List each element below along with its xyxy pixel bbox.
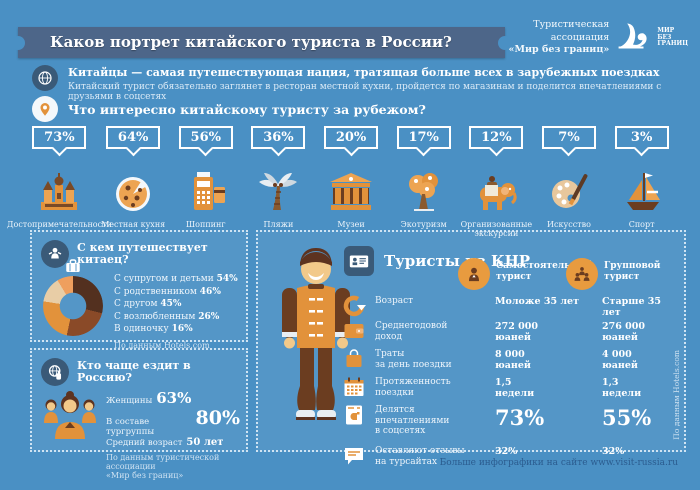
interest-label: Искусство bbox=[547, 220, 591, 229]
row-value-independent: 73% bbox=[495, 405, 545, 430]
row-label: Возраст bbox=[375, 296, 414, 306]
interest-item-beaches: 36% Пляжи bbox=[242, 126, 315, 238]
tourists-panel: Туристы из КНР Самостоятельный турист bbox=[256, 230, 686, 467]
palette-icon bbox=[533, 160, 606, 216]
row-value-independent: 1,5 недели bbox=[495, 377, 535, 399]
row-value-group: Старше 35 лет bbox=[602, 296, 662, 318]
stat-women: Женщины 63% bbox=[106, 389, 192, 407]
stat-age: Средний возраст 50 лет bbox=[106, 437, 224, 448]
row-value-independent: 272 000 юаней bbox=[495, 321, 538, 343]
spending-bag-icon bbox=[342, 347, 375, 375]
intro-subtitle: Китайский турист обязательно заглянет в … bbox=[68, 82, 662, 102]
sailboat-icon bbox=[605, 160, 678, 216]
interest-label: Организованные экскурсии bbox=[460, 220, 533, 239]
row-value-group: 55% bbox=[602, 405, 652, 430]
independent-tourist-header: Самостоятельный турист bbox=[458, 258, 593, 290]
id-card-icon bbox=[344, 246, 374, 276]
group-tourist-header: Групповой турист bbox=[566, 258, 690, 290]
row-value-independent: Моложе 35 лет bbox=[495, 296, 579, 307]
list-item: С другом 45% bbox=[114, 299, 182, 309]
interest-item-shopping: 56% Шоппинг bbox=[169, 126, 242, 238]
logo-badge-text: МИР БЕЗ ГРАНИЦ bbox=[657, 27, 688, 48]
calendar-icon bbox=[342, 375, 375, 403]
association-logo: Туристическая ассоциация «Мир без границ… bbox=[509, 13, 688, 63]
companions-heading: С кем путешествует китаец? bbox=[77, 240, 208, 266]
single-tourist-icon bbox=[458, 258, 490, 290]
interest-label: Экотуризм bbox=[400, 220, 447, 229]
chinese-tourist-figure bbox=[270, 246, 362, 442]
map-pin-icon bbox=[32, 96, 58, 122]
interests-heading-row: Что интересно китайскому туристу за рубе… bbox=[32, 96, 426, 122]
interest-item-excursions: 12% Организованные экскурсии bbox=[460, 126, 533, 238]
intro-title: Китайцы — самая путешествующая нация, тр… bbox=[68, 66, 660, 79]
row-value-group: 276 000 юаней bbox=[602, 321, 645, 343]
review-bubble-icon bbox=[342, 444, 375, 472]
page-title: Каков портрет китайского туриста в Росси… bbox=[50, 33, 452, 51]
visitors-panel: Кто чаще ездит в Россию? bbox=[30, 348, 248, 480]
stat-group: В составе тургруппы 80% bbox=[106, 407, 240, 437]
museum-icon bbox=[315, 160, 388, 216]
visitors-heading: Кто чаще ездит в Россию? bbox=[77, 358, 191, 384]
interests-heading: Что интересно китайскому туристу за рубе… bbox=[68, 101, 426, 117]
social-share-icon bbox=[342, 403, 375, 431]
interest-label: Местная кухня bbox=[101, 220, 166, 229]
income-wallet-icon bbox=[342, 319, 375, 347]
companions-panel: С кем путешествует китаец? С супругом и … bbox=[30, 230, 248, 350]
interest-item-museums: 20% Музеи bbox=[315, 126, 388, 238]
interest-label: Достопримечательности bbox=[7, 220, 112, 229]
age-icon bbox=[342, 294, 375, 322]
list-item: С супругом и детьми 54% bbox=[114, 274, 238, 284]
interest-item-art: 7% Искусство bbox=[533, 126, 606, 238]
row-label: Оставляют отзывы на турсайтах bbox=[375, 446, 465, 467]
row-label: Среднегодовой доход bbox=[375, 321, 448, 342]
list-item: С родственником 46% bbox=[114, 286, 221, 297]
list-item: С возлюбленным 26% bbox=[114, 311, 220, 322]
tourists-source: По данным Hotels.com bbox=[672, 350, 681, 440]
title-ribbon: Каков портрет китайского туриста в Росси… bbox=[11, 27, 512, 58]
traveler-person-icon bbox=[41, 240, 69, 268]
palm-icon bbox=[242, 160, 315, 216]
row-value-independent: 32% bbox=[495, 446, 518, 457]
interest-item-sights: 73% Достопримечательности bbox=[7, 126, 112, 238]
interests-row: 73% Достопримечательности 64 bbox=[7, 126, 678, 238]
interest-item-ecotourism: 17% Экотуризм bbox=[387, 126, 460, 238]
pos-terminal-icon bbox=[169, 160, 242, 216]
pizza-icon bbox=[97, 160, 170, 216]
row-value-group: 4 000 юаней bbox=[602, 349, 638, 371]
tourists-heading: Туристы из КНР bbox=[384, 252, 531, 270]
interest-label: Шоппинг bbox=[186, 220, 226, 229]
row-label: Делятся впечатлениями в соцсетях bbox=[375, 405, 450, 436]
globe-hand-icon bbox=[41, 358, 69, 386]
elephant-icon bbox=[460, 160, 533, 216]
suitcase-icon bbox=[64, 258, 82, 278]
interest-label: Пляжи bbox=[263, 220, 294, 229]
visitors-source: По данным туристической ассоциации «Мир … bbox=[106, 453, 220, 480]
women-group-icon bbox=[41, 389, 99, 480]
castle-icon bbox=[22, 160, 97, 216]
row-label: Траты за день поездки bbox=[375, 349, 452, 370]
swan-logo-icon bbox=[609, 13, 655, 63]
tourists-comparison-table: Возраст Моложе 35 лет Старше 35 лет Сред… bbox=[342, 294, 680, 474]
list-item: В одиночку 16% bbox=[114, 324, 193, 334]
tourists-heading-row: Туристы из КНР bbox=[344, 246, 530, 276]
tree-icon bbox=[387, 160, 460, 216]
row-value-group: 32% bbox=[602, 446, 625, 457]
interest-label: Музеи bbox=[337, 220, 365, 229]
interest-label: Спорт bbox=[628, 220, 655, 229]
row-value-independent: 8 000 юаней bbox=[495, 349, 531, 371]
row-value-group: 1,3 недели bbox=[602, 377, 642, 399]
companions-donut-chart bbox=[43, 276, 103, 336]
companions-source: По данным Hotels.com bbox=[114, 340, 210, 350]
companions-list: С супругом и детьми 54% С родственником … bbox=[114, 273, 238, 336]
logo-text: Туристическая ассоциация «Мир без границ… bbox=[508, 19, 610, 56]
interest-item-sport: 3% Спорт bbox=[605, 126, 678, 238]
globe-traveler-icon bbox=[32, 65, 58, 91]
interest-item-cuisine: 64% Местная кухня bbox=[97, 126, 170, 238]
intro-block: Китайцы — самая путешествующая нация, тр… bbox=[32, 65, 700, 102]
footer-site-link: Больше инфографики на сайте www.visit-ru… bbox=[439, 458, 678, 468]
group-tourist-icon bbox=[566, 258, 598, 290]
row-label: Протяженность поездки bbox=[375, 377, 451, 398]
